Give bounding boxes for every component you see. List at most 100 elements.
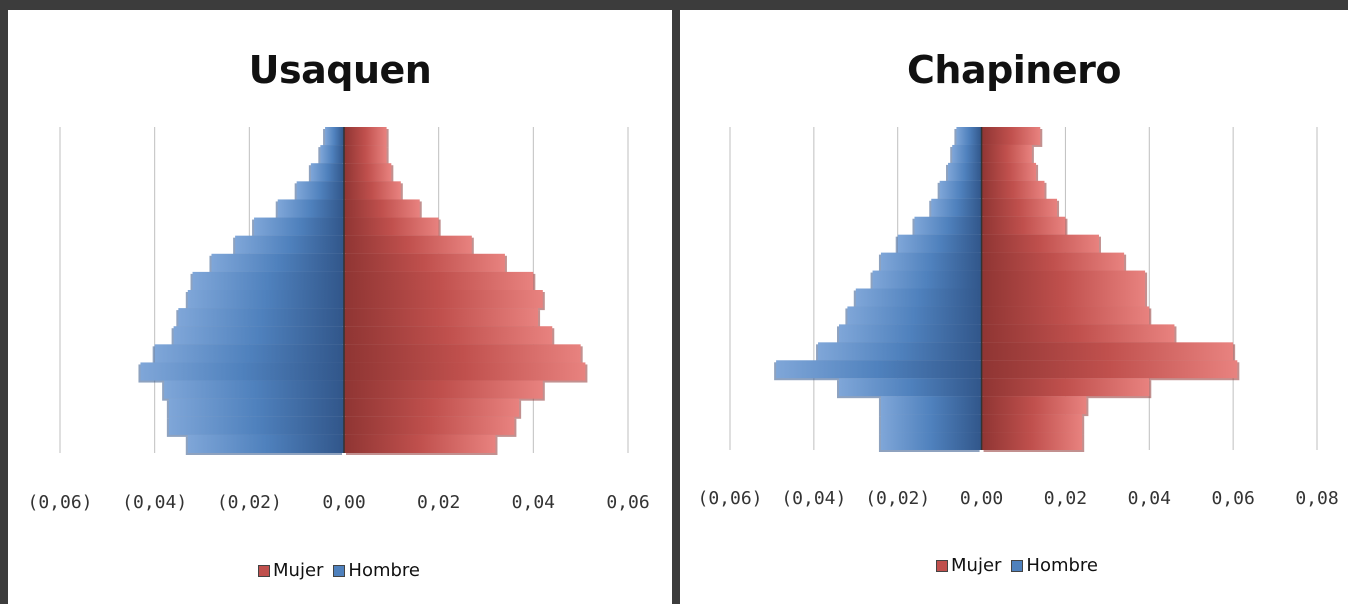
- bar-hombre: [880, 252, 982, 271]
- bar-mujer: [344, 308, 539, 327]
- bar-mujer: [981, 180, 1045, 199]
- bar-hombre: [296, 181, 344, 200]
- bar-mujer: [344, 434, 496, 453]
- bar-hombre: [880, 414, 982, 433]
- legend-item-mujer: Mujer: [936, 555, 1001, 576]
- bar-mujer: [981, 198, 1058, 217]
- tick-label: 0,00: [960, 488, 1003, 509]
- bar-mujer: [344, 380, 543, 399]
- bar-mujer: [981, 270, 1146, 289]
- tick-label: 0,00: [322, 492, 365, 513]
- tick-label: (0,04): [122, 492, 187, 513]
- bar-hombre: [254, 217, 344, 236]
- bar-mujer: [981, 414, 1083, 433]
- tick-label: 0,08: [1295, 488, 1338, 509]
- bar-hombre: [192, 271, 344, 290]
- bar-mujer: [344, 199, 420, 218]
- bar-mujer: [981, 288, 1146, 307]
- bar-hombre: [187, 290, 344, 309]
- bar-mujer: [981, 234, 1099, 253]
- bar-hombre: [235, 235, 344, 254]
- bar-mujer: [344, 181, 401, 200]
- legend-label-hombre: Hombre: [348, 560, 421, 581]
- bar-mujer: [981, 216, 1066, 235]
- bar-hombre: [164, 380, 344, 399]
- bar-mujer: [344, 163, 392, 182]
- bar-mujer: [981, 396, 1087, 415]
- bar-mujer: [344, 398, 520, 417]
- chart-panel-usaquen: Usaquen (0,06) (0,04) (0,02) 0,00 0,02 0,04 0,…: [8, 10, 672, 604]
- legend-swatch-mujer: [936, 559, 948, 572]
- chart-plot-usaquen: (0,06) (0,04) (0,02) 0,00 0,02 0,04 0,06: [27, 127, 650, 513]
- bar-mujer: [344, 271, 534, 290]
- bar-hombre: [168, 398, 344, 417]
- chart-title: Usaquen: [248, 48, 432, 92]
- bar-hombre: [140, 362, 344, 381]
- bar-mujer: [344, 127, 387, 146]
- bar-mujer: [981, 432, 1083, 450]
- bar-hombre: [939, 180, 982, 199]
- legend-label-mujer: Mujer: [951, 555, 1002, 576]
- bar-mujer: [981, 342, 1234, 361]
- bar-hombre: [855, 288, 982, 307]
- tick-label: 0,02: [1044, 488, 1087, 509]
- chart-plot-chapinero: (0,06) (0,04) (0,02) 0,00 0,02 0,04 0,06 0,08: [697, 127, 1339, 509]
- bar-mujer: [981, 324, 1175, 343]
- chart-legend: Mujer Hombre: [258, 560, 420, 581]
- bar-mujer: [981, 306, 1150, 325]
- bar-hombre: [872, 270, 982, 289]
- bar-mujer: [344, 235, 472, 254]
- legend-swatch-hombre: [333, 564, 346, 577]
- tick-label: 0,06: [1211, 488, 1254, 509]
- tick-label: 0,06: [606, 492, 649, 513]
- bar-mujer: [344, 290, 543, 309]
- bar-hombre: [897, 234, 982, 253]
- legend-label-mujer: Mujer: [273, 560, 324, 581]
- tick-label: (0,04): [781, 488, 846, 509]
- bar-hombre: [952, 144, 982, 163]
- bar-hombre: [880, 432, 982, 450]
- tick-label: 0,02: [417, 492, 460, 513]
- legend-item-hombre: Hombre: [1011, 555, 1098, 576]
- tick-label: 0,04: [512, 492, 555, 513]
- tick-label: (0,06): [27, 492, 92, 513]
- bar-hombre: [818, 342, 982, 361]
- chart-legend: Mujer Hombre: [936, 555, 1098, 576]
- bar-mujer: [981, 360, 1238, 379]
- bar-hombre: [931, 198, 982, 217]
- bar-mujer: [344, 253, 505, 272]
- legend-label-hombre: Hombre: [1026, 555, 1099, 576]
- bar-mujer: [344, 326, 553, 345]
- bar-hombre: [839, 324, 982, 343]
- bar-hombre: [776, 360, 982, 379]
- bar-hombre: [325, 127, 344, 146]
- bar-mujer: [344, 416, 515, 435]
- legend-item-hombre: Hombre: [333, 560, 420, 581]
- bar-mujer: [344, 362, 586, 381]
- bar-mujer: [344, 344, 581, 363]
- legend-item-mujer: Mujer: [258, 560, 323, 581]
- legend-swatch-hombre: [1011, 559, 1024, 572]
- bar-hombre: [168, 416, 344, 435]
- bar-hombre: [948, 162, 982, 181]
- bar-mujer: [981, 378, 1150, 397]
- bar-hombre: [173, 326, 344, 345]
- bar-mujer: [344, 217, 439, 236]
- bar-hombre: [847, 306, 982, 325]
- bar-hombre: [880, 396, 982, 415]
- bar-hombre: [914, 216, 982, 235]
- bar-hombre: [178, 308, 344, 327]
- bar-mujer: [344, 145, 387, 164]
- bar-hombre: [277, 199, 344, 218]
- bar-hombre: [211, 253, 344, 272]
- tick-label: (0,06): [697, 488, 762, 509]
- bar-hombre: [839, 378, 982, 397]
- bar-mujer: [981, 127, 1041, 145]
- tick-label: 0,04: [1128, 488, 1171, 509]
- tick-label: (0,02): [865, 488, 930, 509]
- chart-panel-chapinero: Chapinero (0,06) (0,04) (0,02) 0,00 0,02 0,04…: [680, 10, 1348, 604]
- bar-hombre: [310, 163, 344, 182]
- bar-hombre: [187, 434, 344, 453]
- tick-label: (0,02): [217, 492, 282, 513]
- legend-swatch-mujer: [258, 564, 270, 577]
